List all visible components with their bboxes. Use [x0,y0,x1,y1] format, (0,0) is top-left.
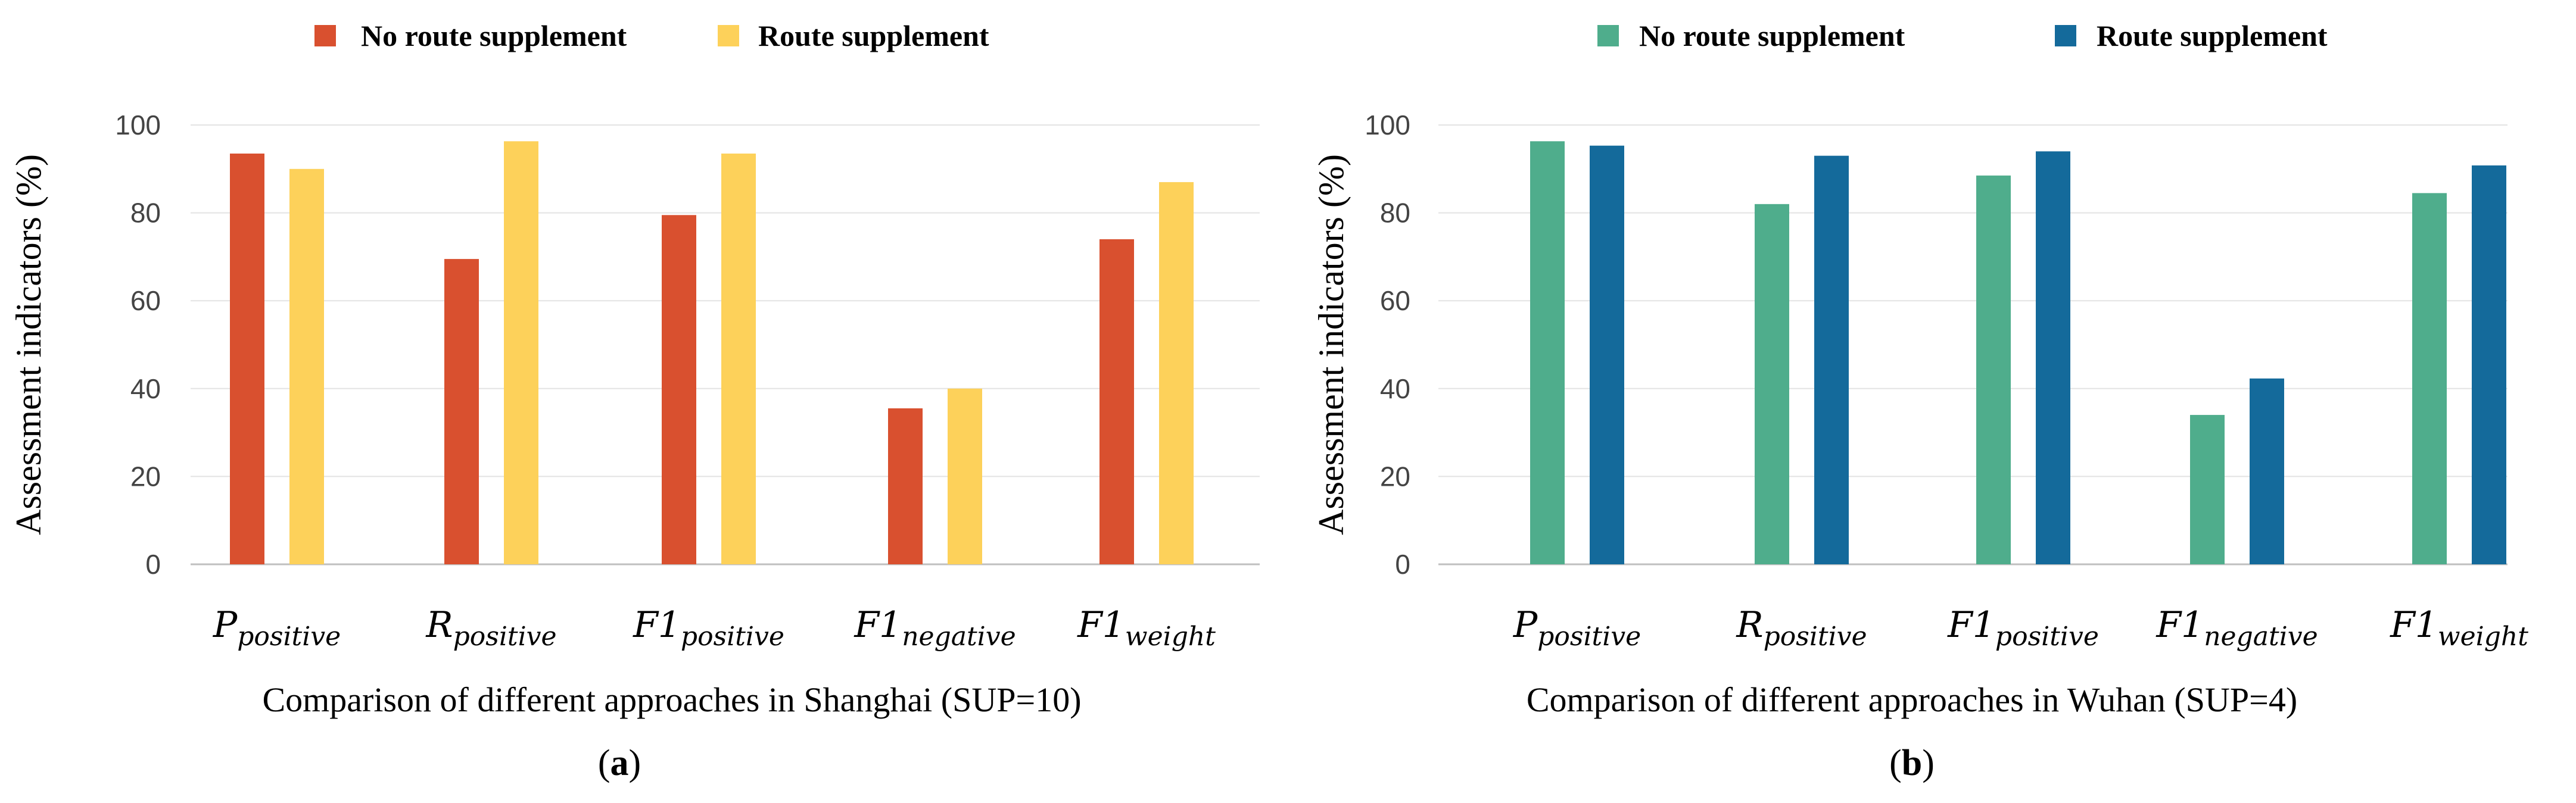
y-tick-label: 60 [130,285,161,316]
bar-no-route-supplement-4 [2412,193,2447,564]
category-subscript: positive [453,621,557,652]
legend-swatch [1597,25,1619,46]
category-subscript: positive [1764,621,1867,652]
x-category-label: Rpositive [425,604,556,652]
bar-route-supplement-4 [2472,165,2506,564]
y-tick-label: 40 [1380,373,1410,404]
legend-swatch [2055,25,2076,46]
bar-route-supplement-3 [948,388,982,564]
category-main: R [425,604,453,646]
category-subscript: positive [237,621,341,652]
x-category-label: F1weight [2390,604,2528,652]
bar-no-route-supplement-3 [2190,415,2225,564]
panel-label-close: ) [1922,743,1935,783]
category-subscript: weight [1125,621,1216,652]
y-tick-label: 20 [1380,461,1410,492]
panel-label-open: ( [598,743,610,783]
y-tick-label: 80 [130,198,161,229]
bar-no-route-supplement-1 [444,259,479,565]
bar-route-supplement-1 [504,141,538,564]
category-main: F1 [633,604,681,646]
y-tick-label: 40 [130,373,161,404]
bar-no-route-supplement-4 [1099,239,1134,564]
bar-route-supplement-2 [721,153,756,565]
chart-title: Comparison of different approaches in Sh… [262,680,1081,719]
bar-route-supplement-3 [2250,378,2284,564]
legend-label: No route supplement [361,19,627,52]
panel-label-letter: a [610,743,629,783]
category-subscript: weight [2438,621,2528,652]
bar-route-supplement-1 [1814,155,1849,564]
panel-label-letter: b [1902,743,1922,783]
category-main: R [1736,604,1763,646]
legend-label: Route supplement [758,19,989,52]
panel-label-close: ) [629,743,641,783]
bar-route-supplement-2 [2036,151,2070,564]
chart-panel-a: 0 20 40 60 80 100 Assessment indicators (%) Ppo… [9,19,1260,783]
y-tick-label: 20 [130,461,161,492]
y-axis-title: Assessment indicators (%) [1312,154,1351,535]
category-subscript: positive [681,621,784,652]
x-category-label: F1positive [633,604,784,652]
category-subscript: positive [1537,621,1641,652]
bar-no-route-supplement-0 [230,153,264,565]
category-main: F1 [2156,604,2204,646]
y-tick-label: 100 [115,110,161,140]
category-main: P [213,604,238,646]
chart-panel-b: 0 20 40 60 80 100 Assessment indicators (%) Ppo… [1312,19,2528,783]
bar-no-route-supplement-2 [1976,175,2011,564]
x-category-label: F1positive [1947,604,2099,652]
category-main: F1 [854,604,902,646]
panel-label: (a) [598,743,641,783]
bar-route-supplement-0 [289,168,324,564]
chart-title: Comparison of different approaches in Wu… [1527,680,2297,719]
category-main: F1 [1077,604,1125,646]
x-category-label: Ppositive [1513,604,1641,652]
legend-swatch [718,25,739,46]
category-main: P [1513,604,1538,646]
panel-label-open: ( [1889,743,1902,783]
y-tick-label: 80 [1380,198,1410,229]
category-subscript: negative [2204,621,2318,652]
x-category-label: F1weight [1077,604,1216,652]
legend-label: Route supplement [2097,19,2328,52]
x-category-label: F1negative [2156,604,2318,652]
bar-no-route-supplement-2 [662,215,696,564]
x-category-label: Rpositive [1736,604,1867,652]
bar-no-route-supplement-0 [1530,141,1565,564]
bar-no-route-supplement-3 [888,408,923,564]
category-main: F1 [1947,604,1995,646]
y-tick-label: 0 [145,549,161,580]
panel-label: (b) [1889,743,1935,783]
x-category-label: F1negative [854,604,1016,652]
legend-swatch [314,25,336,46]
bar-route-supplement-0 [1590,145,1624,564]
y-axis-title: Assessment indicators (%) [9,154,48,535]
x-category-label: Ppositive [213,604,341,652]
y-tick-label: 100 [1365,110,1410,140]
bar-route-supplement-4 [1159,182,1194,564]
y-tick-label: 0 [1395,549,1410,580]
category-main: F1 [2390,604,2438,646]
bar-no-route-supplement-1 [1755,204,1789,565]
category-subscript: positive [1995,621,2099,652]
legend-label: No route supplement [1639,19,1905,52]
y-tick-label: 60 [1380,285,1410,316]
category-subscript: negative [902,621,1016,652]
